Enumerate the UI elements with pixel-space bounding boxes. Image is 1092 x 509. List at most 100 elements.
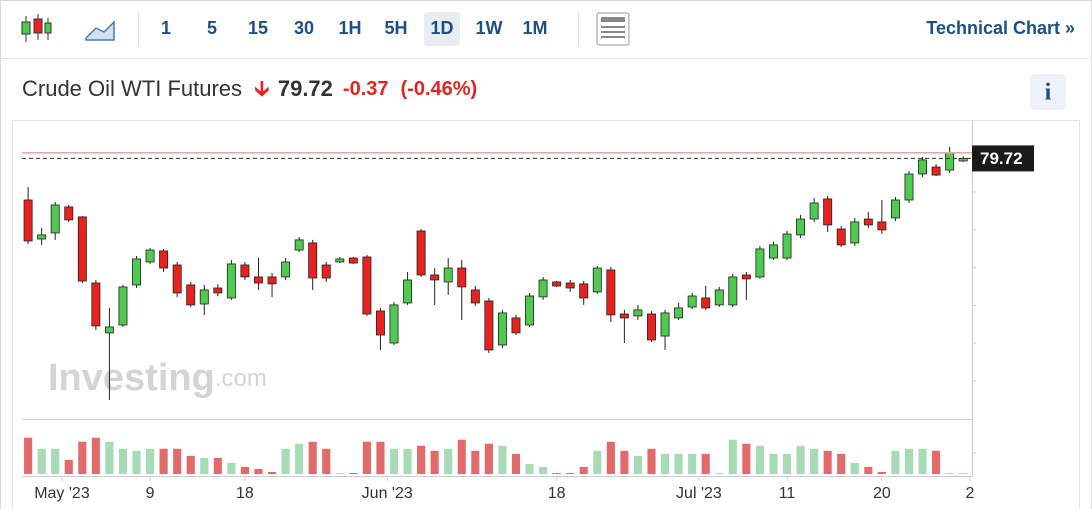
candle-body xyxy=(687,295,697,308)
down-arrow: 🡳 xyxy=(254,76,270,101)
volume-bar xyxy=(552,472,561,474)
price-tag-label: 79.72 xyxy=(980,149,1023,168)
interval-button[interactable]: 1M xyxy=(522,18,547,38)
candle-body xyxy=(50,204,60,234)
volume-bar xyxy=(430,450,439,474)
volume-bar xyxy=(918,448,927,474)
volume-bar xyxy=(457,439,466,474)
volume-bar xyxy=(620,450,629,474)
x-tick-label: 18 xyxy=(236,485,254,502)
x-tick-label: 11 xyxy=(779,485,796,502)
volume-bar xyxy=(24,437,33,474)
volume-bar xyxy=(118,448,128,474)
candle-body xyxy=(674,307,684,319)
candle-body xyxy=(633,309,643,317)
info-button[interactable] xyxy=(1030,74,1066,110)
candle-body xyxy=(890,199,900,219)
volume-bar xyxy=(295,443,304,474)
volume-bar xyxy=(173,448,182,474)
volume-bar xyxy=(91,437,100,474)
volume-bar xyxy=(484,443,493,474)
volume-bar xyxy=(349,472,358,474)
candle-body xyxy=(308,242,318,279)
volume-bar xyxy=(796,445,805,474)
volume-bar xyxy=(782,453,792,474)
candle-body xyxy=(606,269,616,316)
interval-button[interactable]: 1W xyxy=(476,18,503,38)
candle-body xyxy=(525,295,534,326)
candle-body xyxy=(457,267,467,288)
technical-chart-link[interactable]: Technical Chart » xyxy=(926,18,1075,38)
volume-bar xyxy=(674,453,683,474)
area-icon[interactable] xyxy=(85,20,115,41)
candle-body xyxy=(240,264,250,278)
x-tick-label: 18 xyxy=(548,485,566,502)
volume-bar xyxy=(823,450,832,474)
change: -0.37 xyxy=(343,78,389,100)
info-label[interactable]: i xyxy=(1045,80,1052,106)
selected-interval-bg xyxy=(424,12,460,46)
x-tick-label: 20 xyxy=(873,485,891,502)
candle-body xyxy=(172,264,182,294)
volume-bar xyxy=(376,441,385,474)
candle-body xyxy=(348,257,358,264)
candle-body xyxy=(145,249,155,263)
volume-bar xyxy=(566,472,575,474)
interval-button[interactable]: 5 xyxy=(207,18,217,38)
volume-bar xyxy=(606,441,615,474)
x-tick-label: 9 xyxy=(146,485,155,502)
candle-body xyxy=(647,313,656,341)
interval-button[interactable]: 15 xyxy=(248,18,268,38)
volume-bar xyxy=(498,445,507,474)
volume-bar xyxy=(525,463,534,474)
x-tick-label: Jun '23 xyxy=(362,485,413,502)
volume-bar xyxy=(539,466,548,474)
volume-bar xyxy=(254,468,263,474)
candle-body xyxy=(91,282,101,327)
volume-bar xyxy=(728,439,737,474)
layout-icon[interactable] xyxy=(596,12,630,46)
candle-body xyxy=(497,312,507,346)
interval-button[interactable]: 1D xyxy=(430,18,453,38)
volume-bar xyxy=(688,453,697,474)
volume-bar xyxy=(647,448,656,474)
candle-body xyxy=(511,317,521,334)
candle-body xyxy=(470,289,480,304)
candle-body xyxy=(213,287,223,294)
candle-icon[interactable] xyxy=(21,14,52,42)
volume-bar xyxy=(932,450,941,474)
volume-bar xyxy=(362,441,371,474)
candle-body xyxy=(823,198,833,226)
candle-body xyxy=(660,312,670,337)
interval-button[interactable]: 1 xyxy=(161,18,171,38)
volume-bar xyxy=(322,448,331,474)
axes: 65.0067.5070.0072.5075.0077.50250kMay '2… xyxy=(34,191,976,502)
candle-body xyxy=(796,218,806,236)
volume-bar xyxy=(444,448,453,474)
interval-button[interactable]: 1H xyxy=(338,18,361,38)
volume-bar xyxy=(593,450,602,474)
volume-bar xyxy=(850,462,859,474)
candle-body xyxy=(484,300,494,351)
volume-bar xyxy=(904,448,914,474)
candle-body xyxy=(403,279,413,304)
volume-bar xyxy=(742,443,751,474)
volume-bar xyxy=(891,450,900,474)
candle-body xyxy=(37,234,47,240)
candle-body xyxy=(918,159,928,175)
candle-body xyxy=(768,244,778,259)
volume-bar xyxy=(240,466,249,474)
interval-button[interactable]: 5H xyxy=(384,18,407,38)
candle-body xyxy=(335,258,345,263)
candle-body xyxy=(443,267,453,283)
candle-body xyxy=(104,326,114,334)
volume-bar xyxy=(186,455,195,474)
interval-button[interactable]: 30 xyxy=(294,18,314,38)
volume-bar xyxy=(267,471,277,474)
volume-bar xyxy=(810,448,819,474)
candle-body xyxy=(159,250,169,269)
candle-body xyxy=(782,233,792,259)
volume-bar xyxy=(78,441,87,474)
